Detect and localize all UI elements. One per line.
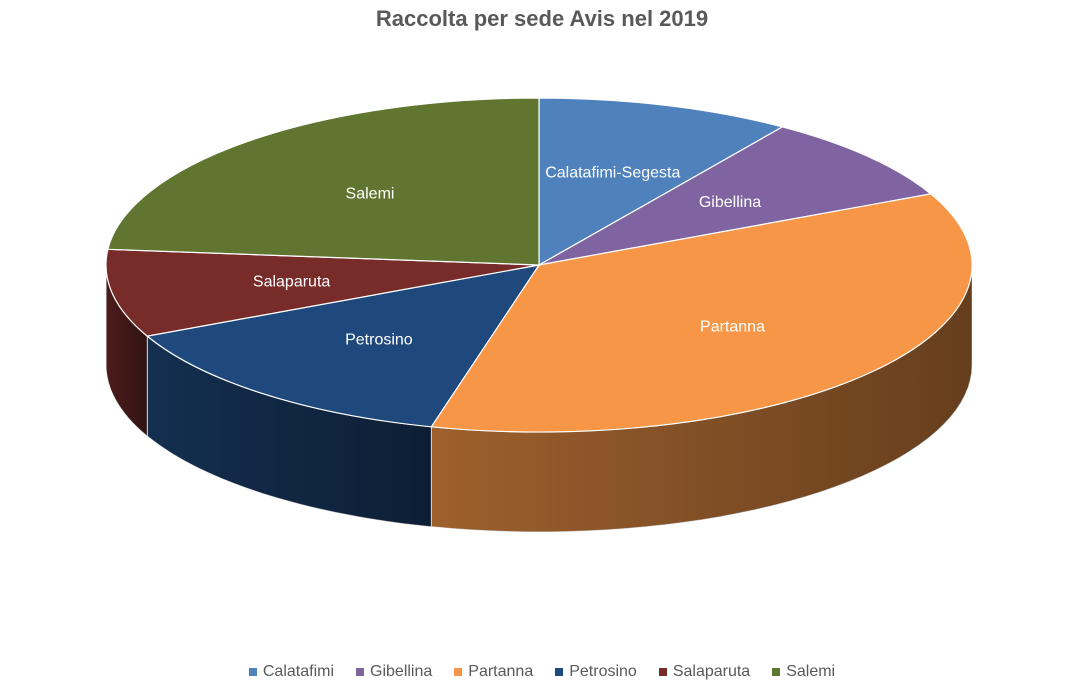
legend-item-calatafimi: Calatafimi (248, 663, 335, 681)
legend-label: Calatafimi (262, 663, 335, 680)
slice-salemi[interactable] (107, 97, 540, 266)
legend-label: Salemi (786, 663, 836, 680)
legend-label: Petrosino (569, 663, 637, 680)
legend-item-petrosino: Petrosino (555, 663, 637, 681)
slice-label-calatafimi-segesta: Calatafimi-Segesta (545, 164, 680, 181)
legend: Calatafimi Gibellina Partanna Petrosino Sala… (0, 663, 1084, 681)
legend-label: Salaparuta (672, 663, 751, 680)
slice-partanna[interactable] (430, 193, 973, 433)
slice-label-salemi: Salemi (346, 185, 395, 202)
legend-label: Gibellina (370, 663, 433, 680)
slice-salaparuta[interactable] (105, 248, 540, 337)
legend-item-salemi: Salemi (772, 663, 835, 681)
legend-swatch (356, 668, 365, 676)
legend-item-partanna: Partanna (454, 663, 533, 681)
slice-side-shade (431, 265, 972, 532)
legend-swatch (658, 668, 667, 676)
legend-item-salaparuta: Salaparuta (658, 663, 751, 681)
legend-swatch (555, 668, 564, 676)
legend-swatch (248, 668, 257, 676)
slice-side-shade (106, 265, 148, 437)
slice-label-salaparuta: Salaparuta (253, 274, 330, 291)
slice-calatafimi-segesta[interactable] (538, 97, 784, 267)
legend-label: Partanna (468, 663, 534, 680)
slice-side-shade (147, 336, 432, 527)
legend-swatch (772, 668, 781, 676)
pie-tops (105, 97, 973, 433)
legend-swatch (454, 668, 463, 676)
pie-chart: Calatafimi-Segesta Gibellina Partanna Petro… (105, 97, 973, 533)
chart-title: Raccolta per sede Avis nel 2019 (375, 6, 709, 31)
slice-petrosino[interactable] (145, 264, 541, 428)
slice-label-gibellina: Gibellina (699, 194, 761, 211)
pie-labels: Calatafimi-Segesta Gibellina Partanna Petro… (253, 164, 765, 348)
slice-label-petrosino: Petrosino (345, 332, 413, 349)
legend-item-gibellina: Gibellina (356, 663, 432, 681)
slice-gibellina[interactable] (538, 126, 933, 266)
slice-label-partanna: Partanna (700, 319, 765, 336)
pie-sides (105, 264, 973, 533)
